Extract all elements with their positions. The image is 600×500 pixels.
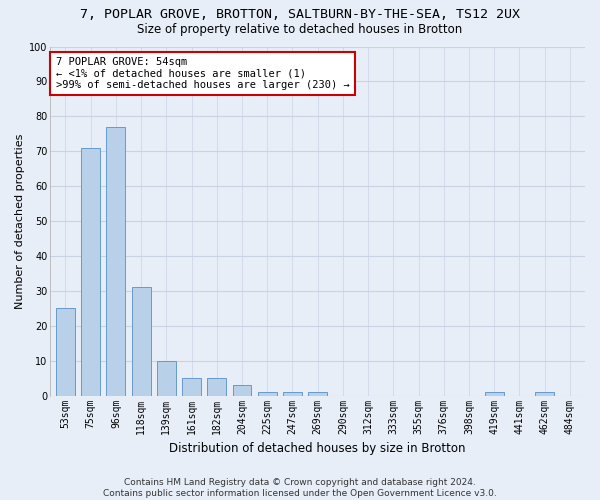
Text: Size of property relative to detached houses in Brotton: Size of property relative to detached ho… (137, 22, 463, 36)
X-axis label: Distribution of detached houses by size in Brotton: Distribution of detached houses by size … (169, 442, 466, 455)
Bar (535, 392, 554, 396)
Bar (182, 378, 201, 396)
Bar (258, 392, 277, 396)
Bar (283, 392, 302, 396)
Bar (131, 288, 151, 396)
Bar (56, 308, 75, 396)
Text: Contains HM Land Registry data © Crown copyright and database right 2024.
Contai: Contains HM Land Registry data © Crown c… (103, 478, 497, 498)
Bar (157, 360, 176, 396)
Bar (485, 392, 503, 396)
Text: 7, POPLAR GROVE, BROTTON, SALTBURN-BY-THE-SEA, TS12 2UX: 7, POPLAR GROVE, BROTTON, SALTBURN-BY-TH… (80, 8, 520, 20)
Y-axis label: Number of detached properties: Number of detached properties (15, 134, 25, 309)
Bar (81, 148, 100, 396)
Bar (308, 392, 327, 396)
Text: 7 POPLAR GROVE: 54sqm
← <1% of detached houses are smaller (1)
>99% of semi-deta: 7 POPLAR GROVE: 54sqm ← <1% of detached … (56, 57, 349, 90)
Bar (233, 385, 251, 396)
Bar (208, 378, 226, 396)
Bar (106, 127, 125, 396)
